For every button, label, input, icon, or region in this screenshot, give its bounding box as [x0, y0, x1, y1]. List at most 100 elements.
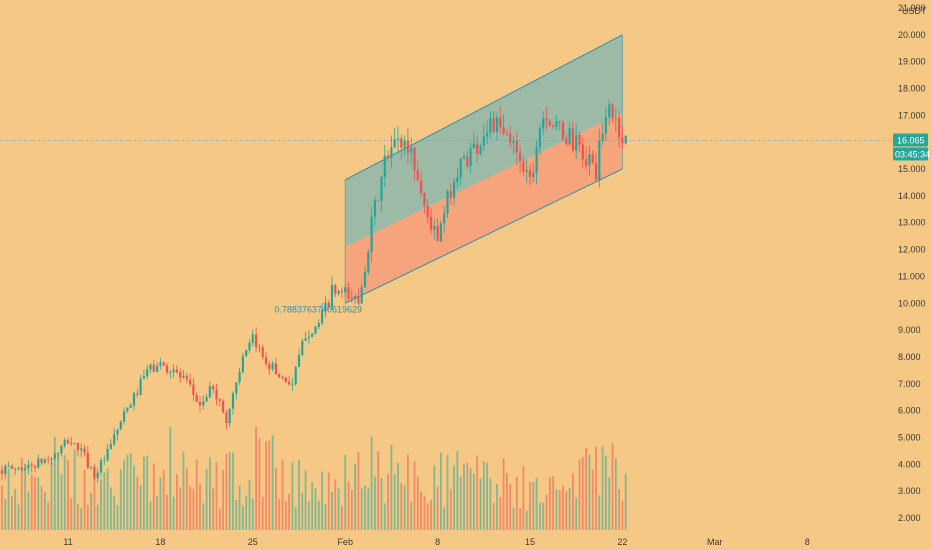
volume-bar [271, 435, 274, 530]
candle-body [347, 287, 350, 298]
time-axis[interactable]: 11 18 25 Feb 8 15 22 Mar 8 [63, 537, 809, 547]
volume-bar [202, 503, 205, 530]
candle [456, 167, 459, 189]
time-tick-label: 11 [63, 537, 72, 547]
candle-body [334, 285, 337, 294]
volume-bar [529, 482, 531, 530]
candle [241, 352, 244, 374]
volume-bar [192, 488, 195, 530]
candle [357, 288, 360, 306]
candle [499, 105, 502, 135]
candle [608, 100, 611, 126]
volume-bar [555, 489, 558, 530]
volume-bar [172, 496, 175, 530]
candle-body [321, 310, 324, 324]
channel-annotation[interactable]: 0.7883763740619629 [274, 305, 362, 315]
candle [575, 123, 578, 160]
candle [152, 359, 155, 373]
candle [50, 456, 53, 465]
candle-body [568, 128, 571, 145]
candle [443, 205, 446, 233]
candle [482, 123, 485, 152]
candle [274, 357, 277, 375]
last-price-tag: 16.065 03:45:34 [893, 133, 930, 161]
candle [103, 455, 106, 466]
candle [179, 368, 182, 383]
candle-body [96, 472, 99, 479]
volume-bar [314, 488, 317, 530]
volume-bar [113, 495, 116, 530]
candle [327, 299, 330, 310]
volume-bar [390, 444, 393, 530]
candle-body [522, 161, 525, 172]
candle [344, 283, 347, 296]
candle [321, 302, 324, 326]
volume-bar [324, 504, 327, 530]
candle [37, 454, 40, 470]
candle-body [278, 374, 281, 378]
volume-bar [519, 508, 521, 530]
candle-body [433, 226, 436, 230]
volume-bar [535, 478, 538, 530]
volume-bar [588, 454, 591, 530]
candle-body [225, 412, 228, 424]
volume-bar [245, 496, 248, 530]
candle [70, 436, 73, 446]
price-axis[interactable]: USDT 2.000 3.000 4.000 5.000 6.000 7.000 8.000… [898, 3, 927, 523]
candle-body [83, 448, 86, 453]
volume-bar [209, 457, 211, 530]
channel-lower-line[interactable] [344, 168, 623, 304]
candle-body [330, 285, 334, 307]
candle-body [103, 459, 106, 461]
volume-bar [34, 476, 36, 530]
volume-bar [624, 473, 627, 530]
volume-bar [539, 502, 541, 530]
candle [136, 388, 139, 398]
volume-bar [281, 459, 284, 530]
candle-body [621, 137, 624, 144]
candle [528, 164, 532, 186]
volume-bar [482, 461, 485, 530]
candle-body [255, 334, 258, 348]
candle [281, 375, 284, 380]
candle-body [119, 421, 122, 430]
candle-body [139, 378, 142, 395]
volume-bar [248, 480, 251, 530]
volume-bar [585, 448, 587, 530]
volume-bar [284, 501, 287, 530]
candle-body [337, 290, 340, 294]
candle-body [284, 377, 287, 382]
volume-bar [552, 476, 554, 530]
candle [231, 391, 235, 415]
candle-body [525, 170, 528, 172]
volume-bar [149, 501, 152, 530]
candle [561, 119, 565, 142]
candle-body [17, 467, 20, 469]
volume-bar [572, 473, 574, 530]
volume-bar [413, 461, 416, 530]
candle [350, 289, 353, 304]
volume-bar [162, 470, 165, 530]
candle [0, 465, 4, 481]
candle [99, 457, 103, 477]
volume-bar [44, 492, 46, 530]
candle-body [360, 287, 363, 304]
candle [304, 332, 307, 342]
candle [109, 438, 112, 450]
time-tick-label: 8 [435, 537, 440, 547]
candle [60, 445, 63, 457]
candle-body [317, 323, 320, 328]
volume-bar [327, 472, 330, 530]
volume-bar [548, 477, 551, 530]
candle-body [159, 362, 162, 366]
candle-body [268, 363, 271, 370]
candle [330, 276, 334, 310]
candle [142, 370, 145, 380]
candle [14, 467, 17, 476]
candle [324, 296, 327, 318]
candle [30, 461, 33, 473]
volume-bar [509, 484, 512, 530]
candle [472, 131, 475, 149]
